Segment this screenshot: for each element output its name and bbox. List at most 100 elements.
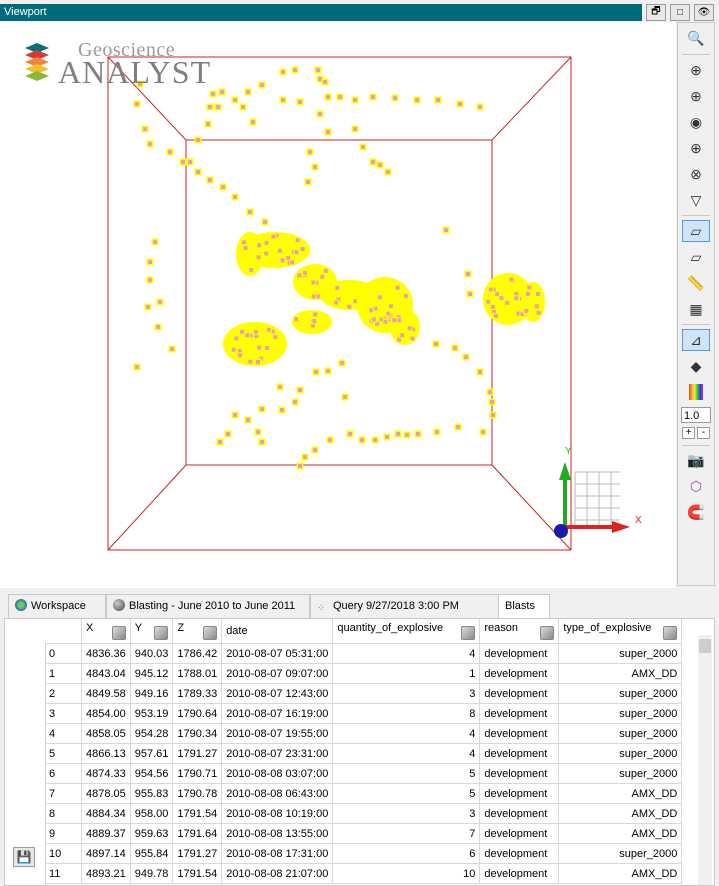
table-cell[interactable]: 1790.34 bbox=[172, 723, 223, 744]
ruler-button[interactable]: 📏 bbox=[682, 272, 710, 294]
table-row[interactable]: 2 4849.58 949.16 1789.33 2010-08-07 12:43:00… bbox=[45, 683, 683, 704]
table-cell[interactable]: 4858.05 bbox=[81, 723, 131, 744]
table-cell[interactable]: 4 bbox=[332, 743, 481, 764]
table-cell[interactable]: development bbox=[479, 703, 560, 724]
column-options-icon[interactable] bbox=[540, 626, 555, 640]
table-cell[interactable]: 2010-08-07 16:19:00 bbox=[221, 703, 334, 724]
table-cell[interactable]: 2010-08-08 06:43:00 bbox=[221, 783, 334, 804]
table-cell[interactable]: development bbox=[479, 863, 560, 884]
table-cell[interactable]: 1789.33 bbox=[172, 683, 223, 704]
pan-north-button[interactable]: ⊕ bbox=[682, 59, 710, 81]
table-cell[interactable]: 4874.33 bbox=[81, 763, 131, 784]
table-row[interactable]: 3 4854.00 953.19 1790.64 2010-08-07 16:19:00… bbox=[45, 703, 683, 724]
table-cell[interactable]: 7 bbox=[45, 783, 82, 804]
table-row[interactable]: 9 4889.37 959.63 1791.64 2010-08-08 13:55:00… bbox=[45, 823, 683, 844]
column-options-icon[interactable] bbox=[154, 626, 169, 640]
table-cell[interactable]: 1788.01 bbox=[172, 663, 223, 684]
column-header-type[interactable]: type_of_explosive bbox=[558, 619, 683, 644]
tab-blasting[interactable]: Blasting - June 2010 to June 2011 bbox=[106, 594, 310, 618]
table-cell[interactable]: 0 bbox=[45, 643, 82, 664]
3d-viewport[interactable]: Y X Geoscience ANALYST bbox=[0, 22, 676, 588]
table-cell[interactable]: 2010-08-08 17:31:00 bbox=[221, 843, 334, 864]
table-cell[interactable]: development bbox=[479, 663, 560, 684]
table-cell[interactable]: development bbox=[479, 803, 560, 824]
cube-wire-button[interactable]: ⬡ bbox=[682, 475, 710, 497]
table-cell[interactable]: 955.84 bbox=[130, 843, 174, 864]
scrollbar-thumb[interactable] bbox=[699, 639, 711, 653]
column-header-reason[interactable]: reason bbox=[479, 619, 560, 644]
table-cell[interactable]: super_2000 bbox=[558, 763, 683, 784]
axes-button[interactable]: ⊿ bbox=[682, 329, 710, 351]
table-cell[interactable]: 4836.36 bbox=[81, 643, 131, 664]
visibility-button[interactable]: 👁 bbox=[694, 4, 714, 21]
tab-blasts[interactable]: Blasts bbox=[498, 594, 550, 619]
table-row[interactable]: 11 4893.21 949.78 1791.54 2010-08-08 21:07:0… bbox=[45, 863, 683, 884]
column-header-y[interactable]: Y bbox=[130, 619, 174, 644]
table-cell[interactable]: super_2000 bbox=[558, 843, 683, 864]
column-header-date[interactable]: date bbox=[221, 619, 334, 644]
table-cell[interactable]: 2010-08-07 09:07:00 bbox=[221, 663, 334, 684]
table-row[interactable]: 10 4897.14 955.84 1791.27 2010-08-08 17:31:0… bbox=[45, 843, 683, 864]
table-cell[interactable]: 1790.64 bbox=[172, 703, 223, 724]
maximize-button[interactable]: □ bbox=[670, 4, 690, 21]
table-cell[interactable]: 4854.00 bbox=[81, 703, 131, 724]
table-cell[interactable]: 4884.34 bbox=[81, 803, 131, 824]
table-cell[interactable]: 958.00 bbox=[130, 803, 174, 824]
table-cell[interactable]: 3 bbox=[332, 683, 481, 704]
table-cell[interactable]: 954.56 bbox=[130, 763, 174, 784]
zoom-minus-button[interactable]: - bbox=[697, 427, 710, 439]
column-options-icon[interactable] bbox=[203, 626, 218, 640]
table-cell[interactable]: 4 bbox=[45, 723, 82, 744]
table-cell[interactable]: 6 bbox=[45, 763, 82, 784]
table-cell[interactable]: 4866.13 bbox=[81, 743, 131, 764]
table-cell[interactable]: 5 bbox=[332, 763, 481, 784]
table-cell[interactable]: AMX_DD bbox=[558, 783, 683, 804]
colorbar-button[interactable] bbox=[682, 381, 710, 403]
table-cell[interactable]: 3 bbox=[332, 803, 481, 824]
target-button[interactable]: ◉ bbox=[682, 111, 710, 133]
table-cell[interactable]: 4849.58 bbox=[81, 683, 131, 704]
box-light-button[interactable]: ▱ bbox=[682, 246, 710, 268]
table-cell[interactable]: 1 bbox=[45, 663, 82, 684]
table-cell[interactable]: AMX_DD bbox=[558, 863, 683, 884]
table-cell[interactable]: super_2000 bbox=[558, 743, 683, 764]
table-row[interactable]: 1 4843.04 945.12 1788.01 2010-08-07 09:07:00… bbox=[45, 663, 683, 684]
magnet-button[interactable]: 🧲 bbox=[682, 501, 710, 523]
table-cell[interactable]: 945.12 bbox=[130, 663, 174, 684]
zoom-input[interactable]: 1.0 bbox=[681, 407, 711, 423]
scene-svg[interactable]: Y X bbox=[0, 22, 676, 588]
column-options-icon[interactable] bbox=[663, 626, 678, 640]
table-cell[interactable]: 1790.78 bbox=[172, 783, 223, 804]
table-cell[interactable]: 2 bbox=[45, 683, 82, 704]
table-cell[interactable]: 2010-08-08 13:55:00 bbox=[221, 823, 334, 844]
table-cell[interactable]: AMX_DD bbox=[558, 823, 683, 844]
table-cell[interactable]: 1791.27 bbox=[172, 843, 223, 864]
table-cell[interactable]: 10 bbox=[45, 843, 82, 864]
table-cell[interactable]: 957.61 bbox=[130, 743, 174, 764]
table-cell[interactable]: 1791.27 bbox=[172, 743, 223, 764]
table-cell[interactable]: 949.16 bbox=[130, 683, 174, 704]
table-cell[interactable]: 949.78 bbox=[130, 863, 174, 884]
table-cell[interactable]: 11 bbox=[45, 863, 82, 884]
table-cell[interactable]: 2010-08-07 19:55:00 bbox=[221, 723, 334, 744]
table-cell[interactable]: development bbox=[479, 643, 560, 664]
table-cell[interactable]: 1786.42 bbox=[172, 643, 223, 664]
table-row[interactable]: 4 4858.05 954.28 1790.34 2010-08-07 19:55:00… bbox=[45, 723, 683, 744]
table-cell[interactable]: 4 bbox=[332, 723, 481, 744]
pan-up-button[interactable]: ⊕ bbox=[682, 85, 710, 107]
table-cell[interactable]: 1791.54 bbox=[172, 863, 223, 884]
table-cell[interactable]: 4893.21 bbox=[81, 863, 131, 884]
table-cell[interactable]: AMX_DD bbox=[558, 663, 683, 684]
table-cell[interactable]: 8 bbox=[332, 703, 481, 724]
tab-workspace[interactable]: Workspace bbox=[8, 594, 106, 618]
table-cell[interactable]: 2010-08-07 05:31:00 bbox=[221, 643, 334, 664]
table-cell[interactable]: 4889.37 bbox=[81, 823, 131, 844]
table-cell[interactable]: 2010-08-08 10:19:00 bbox=[221, 803, 334, 824]
table-cell[interactable]: 4897.14 bbox=[81, 843, 131, 864]
column-header-z[interactable]: Z bbox=[172, 619, 223, 644]
pan-down-button[interactable]: ⊕ bbox=[682, 137, 710, 159]
table-cell[interactable]: super_2000 bbox=[558, 683, 683, 704]
table-cell[interactable]: development bbox=[479, 843, 560, 864]
table-row[interactable]: 8 4884.34 958.00 1791.54 2010-08-08 10:19:00… bbox=[45, 803, 683, 824]
table-cell[interactable]: 7 bbox=[332, 823, 481, 844]
